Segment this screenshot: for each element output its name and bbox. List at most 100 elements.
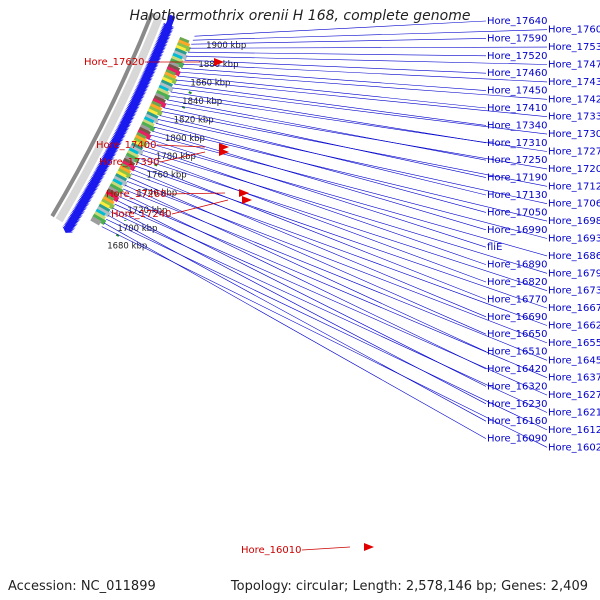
kbp-tick-label: 1720 kbp — [127, 206, 167, 216]
gene-track — [62, 14, 176, 233]
callout-line — [181, 67, 487, 91]
rrna-arrow — [219, 148, 229, 156]
gene-label: Hore_17410 — [487, 103, 548, 114]
gene-label: Hore_17330 — [548, 112, 600, 123]
gene-label: Hore_16790 — [548, 268, 600, 279]
callout-line — [128, 177, 487, 335]
callout-line — [124, 184, 487, 352]
kbp-tick-label: 1800 kbp — [165, 134, 205, 144]
callout-line — [191, 38, 487, 45]
callout-line — [168, 95, 548, 152]
gene-label: Hore_16370 — [548, 373, 600, 384]
gene-label: Hore_16650 — [487, 329, 548, 340]
callout-line — [110, 211, 548, 413]
genome-summary: Topology: circular; Length: 2,578,146 bp… — [230, 579, 588, 594]
kbp-tick-label: 1760 kbp — [147, 170, 187, 180]
gene-label: Hore_17460 — [487, 68, 548, 79]
callout-line — [150, 134, 548, 239]
gene-label: Hore_17450 — [487, 86, 548, 97]
callout-line — [156, 144, 206, 148]
kbp-tick-bg — [125, 203, 170, 216]
gene-label: Hore_16550 — [548, 338, 600, 349]
callout-line — [170, 91, 487, 144]
callout-line — [144, 146, 487, 265]
gene-block — [120, 160, 136, 172]
gene-block — [144, 113, 160, 125]
callout-line — [167, 99, 487, 161]
gene-label: Hore_17300 — [548, 129, 600, 140]
gene-label: Hore_17600 — [548, 25, 600, 36]
gene-label: Hore_17240 — [111, 209, 172, 220]
callout-line — [105, 218, 548, 431]
gene-label: Hore_16730 — [548, 286, 600, 297]
callout-line — [136, 161, 487, 300]
gene-label: Hore_17530 — [548, 42, 600, 53]
callout-line — [146, 142, 548, 257]
left-gene-labels: Hore_17620 Hore_17400 Hore_17390 Hore_17260… — [84, 57, 374, 556]
callout-line — [184, 59, 487, 74]
callout-line — [182, 63, 548, 83]
callout-line — [116, 200, 487, 387]
gene-label: Hore_16450 — [548, 355, 600, 366]
callout-line — [165, 103, 548, 170]
callout-line — [138, 157, 548, 291]
callout-line — [163, 107, 487, 178]
gene-label: Hore_17620 — [84, 57, 145, 68]
gene-block — [91, 213, 107, 226]
kbp-tick-bg — [115, 220, 160, 233]
gene-label: Hore_16820 — [487, 277, 548, 288]
gene-label: Hore_17640 — [487, 16, 548, 27]
kbp-tick-label: 1680 kbp — [107, 242, 147, 252]
callout-line — [122, 188, 548, 361]
kbp-tick-label: 1740 kbp — [137, 188, 177, 198]
gene-block — [100, 198, 115, 210]
callout-line — [192, 29, 548, 41]
gene-block — [176, 42, 191, 53]
kbp-tick-label: 1900 kbp — [206, 41, 246, 51]
gene-label: Hore_17340 — [487, 120, 548, 131]
callout-line — [166, 192, 226, 195]
genome-title: Halothermothrix orenii H 168, complete g… — [129, 8, 471, 24]
gene-block — [169, 58, 185, 69]
gene-label: Hore_16160 — [487, 416, 548, 427]
callout-line — [148, 138, 487, 248]
gene-block — [128, 144, 144, 156]
gene-label: Hore_17130 — [487, 190, 548, 201]
callout-line — [112, 207, 487, 405]
gene-label: Hore_17060 — [548, 199, 600, 210]
gene-label: Hore_16930 — [548, 234, 600, 245]
callout-line — [189, 46, 548, 49]
gene-block — [104, 190, 120, 203]
callout-line — [152, 130, 487, 231]
gene-label: Hore_17400 — [96, 140, 157, 151]
callout-line — [177, 75, 487, 109]
gene-label: Hore_16270 — [548, 390, 600, 401]
callout-line — [101, 226, 548, 448]
rrna-arrow — [239, 189, 249, 197]
kbp-tick-bg — [105, 238, 150, 251]
callout-line — [174, 83, 487, 126]
gene-block — [90, 216, 102, 226]
callout-line — [126, 180, 548, 344]
gene-label: Hore_17190 — [487, 173, 548, 184]
kbp-tick-label: 1840 kbp — [182, 97, 222, 107]
gene-block — [140, 121, 156, 133]
callout-line — [154, 126, 548, 222]
gene-block — [108, 183, 124, 195]
callout-line — [118, 196, 548, 378]
gene-block — [158, 82, 174, 93]
gene-label: Hore_17420 — [548, 94, 600, 105]
callout-line — [130, 173, 548, 326]
callout-line — [114, 203, 548, 396]
gene-label: Hore_16090 — [487, 434, 548, 445]
gene-label: Hore_17250 — [487, 155, 548, 166]
right-gene-labels: Hore_17640Hore_17600Hore_17590Hore_17530… — [101, 16, 600, 453]
gene-label: Hore_17270 — [548, 147, 600, 158]
gene-block — [155, 89, 171, 101]
gene-label: Hore_16010 — [241, 545, 302, 556]
kbp-tick-label: 1880 kbp — [198, 60, 238, 70]
callout-line — [171, 199, 229, 215]
callout-line — [179, 71, 548, 100]
kbp-tick-label: 1700 kbp — [117, 224, 157, 234]
